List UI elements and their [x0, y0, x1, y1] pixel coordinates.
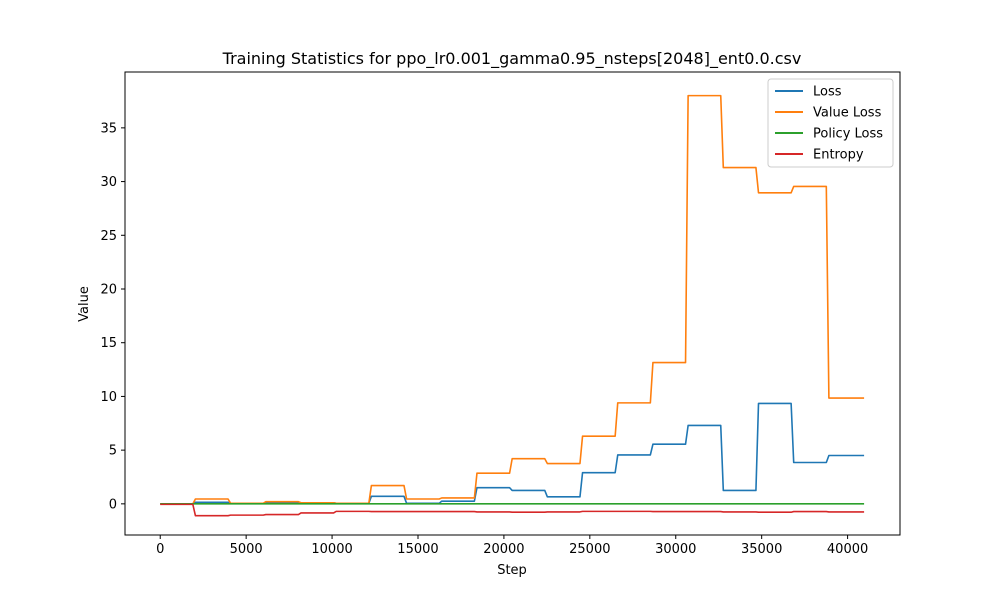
legend-entry-label: Policy Loss — [813, 127, 883, 142]
x-tick-label: 5000 — [230, 542, 263, 557]
x-tick-label: 0 — [156, 542, 164, 557]
legend-entry-label: Value Loss — [813, 106, 882, 121]
x-tick-label: 10000 — [311, 542, 352, 557]
x-tick-label: 40000 — [827, 542, 868, 557]
y-axis-label: Value — [77, 286, 92, 322]
series-line-value-loss — [160, 94, 865, 505]
y-tick-label: 35 — [100, 121, 117, 136]
y-tick-label: 10 — [100, 390, 117, 405]
plot-area — [160, 94, 865, 517]
series-line-entropy — [160, 503, 865, 517]
legend-entry-label: Entropy — [813, 148, 864, 163]
y-tick-label: 15 — [100, 336, 117, 351]
axis-ticks: 0 5000 10000 15000 20000 25000 30000 35000 40000… — [100, 121, 868, 557]
y-tick-label: 0 — [109, 497, 117, 512]
y-tick-label: 30 — [100, 175, 117, 190]
legend-box — [767, 78, 894, 168]
x-tick-label: 20000 — [483, 542, 524, 557]
y-tick-label: 5 — [109, 444, 117, 459]
x-tick-label: 25000 — [569, 542, 610, 557]
y-tick-label: 20 — [100, 282, 117, 297]
legend: Loss Value Loss Policy Loss Entropy — [767, 78, 894, 168]
x-tick-label: 35000 — [741, 542, 782, 557]
x-axis-label: Step — [497, 563, 527, 578]
x-tick-label: 30000 — [655, 542, 696, 557]
x-tick-label: 15000 — [397, 542, 438, 557]
y-tick-label: 25 — [100, 229, 117, 244]
chart-title: Training Statistics for ppo_lr0.001_gamm… — [222, 49, 802, 69]
axes-frame — [124, 71, 901, 536]
legend-entry-label: Loss — [813, 85, 842, 100]
